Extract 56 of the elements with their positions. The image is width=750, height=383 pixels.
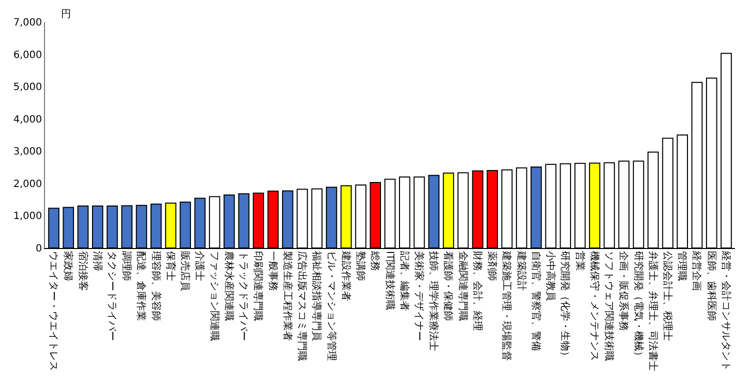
x-tick-label: 医師、歯科医師 <box>705 251 718 321</box>
x-tick-label: 塾講師 <box>354 251 367 281</box>
y-tick-label: 4,000 <box>13 114 42 126</box>
x-tick-label: 研究開発（電気・機械） <box>632 251 644 361</box>
x-tick-label: 財務、会計、経理 <box>471 251 484 331</box>
x-tick-label: 自衛官、警察官、警備 <box>530 251 542 351</box>
x-tick-label: 弁護士、弁理士、司法書士 <box>646 251 659 371</box>
x-tick-label: 経営企画 <box>690 250 703 291</box>
x-tick-label: 理容師、美容師 <box>150 251 162 321</box>
x-tick-label: 建設作業者 <box>340 250 352 301</box>
y-tick-label: 1,000 <box>13 211 42 222</box>
x-tick-label: ビル・マンション等管理 <box>325 251 338 361</box>
x-tick-label: IT関連技術職 <box>384 251 396 310</box>
x-tick-label: 経営・会計コンサルタント <box>720 250 732 371</box>
y-tick-label: 7,000 <box>13 18 42 28</box>
x-tick-label: 総務 <box>369 250 382 271</box>
x-tick-label: 研究開発（化学・生物） <box>559 251 572 361</box>
x-tick-label: 建築設計 <box>515 250 528 291</box>
x-tick-label: 製造生産工程作業者 <box>281 251 294 341</box>
x-tick-label: ソフトウェア関連技術職 <box>603 251 616 361</box>
x-tick-label: 薬剤師 <box>486 251 498 281</box>
x-tick-label: 販売店員 <box>179 251 192 291</box>
x-tick-label: 福祉相談指導専門員 <box>310 251 323 341</box>
y-tick-label: 6,000 <box>13 50 42 61</box>
x-tick-label: 建築施工管理・現場監督 <box>500 250 513 361</box>
x-tick-label: 技師、理学作業療法士 <box>428 250 440 351</box>
x-tick-label: 金融関連専門職 <box>456 251 469 321</box>
x-tick-label: 管理職 <box>676 251 688 281</box>
y-tick-label: 3,000 <box>13 146 42 158</box>
x-tick-label: タクシードライバー <box>106 251 117 341</box>
x-tick-label: ウエイター・ウエイトレス <box>48 251 59 371</box>
x-tick-label: 看護師・保健師 <box>442 251 454 321</box>
y-tick-label: 0 <box>36 244 42 254</box>
x-tick-label: 介護士 <box>194 251 206 281</box>
x-tick-label: 記者、編集者 <box>398 251 410 311</box>
x-tick-label: 農林水産関連職 <box>222 251 235 321</box>
x-tick-label: 企画・販促系事務 <box>618 251 630 331</box>
y-axis-title: 円 <box>61 9 71 20</box>
x-tick-label: 家政婦 <box>62 251 74 281</box>
x-tick-label: 配達、倉庫作業 <box>135 251 148 321</box>
x-tick-label: 機械保守・メンテナンス <box>588 251 600 361</box>
y-tick-label: 5,000 <box>13 82 42 94</box>
x-tick-label: トラックドライバー <box>238 251 249 341</box>
x-tick-label: 小中高教員 <box>544 251 557 301</box>
x-tick-label: 公認会計士、税理士 <box>662 251 674 341</box>
x-tick-label: 美術家・デザイナー <box>412 251 425 341</box>
x-tick-label: 印刷関連専門職 <box>252 251 264 321</box>
x-tick-label: 営業 <box>574 251 586 271</box>
x-tick-label: 保育士 <box>164 251 176 281</box>
x-tick-label: 調理師 <box>120 251 133 281</box>
x-tick-label: 広告出版マスコミ専門職 <box>296 251 308 361</box>
x-tick-label: 清掃 <box>91 251 104 271</box>
y-tick-label: 2,000 <box>13 178 42 190</box>
x-tick-label: 宿泊接客 <box>76 251 89 291</box>
x-tick-label: 一般事務 <box>266 251 279 291</box>
x-tick-label: ファッション関連職 <box>208 251 220 341</box>
